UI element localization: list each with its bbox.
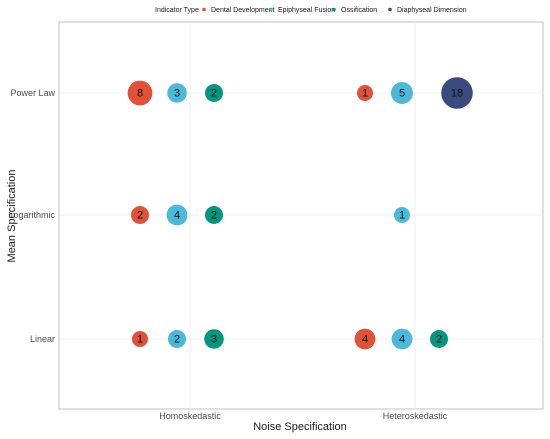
bubble-heteroskedastic-power-law-dental-development: 1 [357, 85, 373, 101]
bubble-label-homoskedastic-power-law-ossification: 2 [211, 88, 217, 100]
bubble-homoskedastic-linear-epiphyseal-fusion: 2 [168, 330, 186, 348]
bubble-label-heteroskedastic-linear-dental-development: 4 [362, 334, 368, 346]
bubble-homoskedastic-logarithmic-epiphyseal-fusion: 4 [166, 204, 188, 226]
bubble-label-homoskedastic-logarithmic-ossification: 2 [211, 210, 217, 222]
bubble-point-heteroskedastic-power-law-diaphyseal-dimension [441, 77, 473, 109]
bubble-point-homoskedastic-linear-epiphyseal-fusion [168, 330, 186, 348]
bubble-label-heteroskedastic-linear-ossification: 2 [436, 334, 442, 346]
bubble-heteroskedastic-linear-dental-development: 4 [354, 328, 376, 350]
y-tick-label-logarithmic: Logarithmic [8, 210, 55, 220]
bubble-homoskedastic-logarithmic-ossification: 2 [205, 206, 223, 224]
legend-label-dental-development: Dental Development [211, 7, 274, 14]
legend-item-dental-development: Dental Development [202, 7, 274, 14]
x-tick-label-heteroskedastic: Heteroskedastic [383, 411, 448, 421]
bubble-point-homoskedastic-linear-ossification [204, 329, 224, 349]
legend-swatch-epiphyseal-fusion [269, 7, 273, 12]
bubble-label-heteroskedastic-power-law-dental-development: 1 [362, 88, 368, 100]
bubble-point-homoskedastic-power-law-epiphyseal-fusion [167, 83, 187, 103]
x-axis-title: Noise Specification [253, 421, 347, 433]
legend-swatch-diaphyseal-dimension [388, 7, 392, 12]
bubble-heteroskedastic-logarithmic-epiphyseal-fusion: 1 [394, 207, 410, 223]
x-tick-label-homoskedastic: Homoskedastic [159, 411, 221, 421]
y-tick-label-power-law: Power Law [10, 88, 55, 98]
bubble-point-heteroskedastic-linear-epiphyseal-fusion [391, 328, 413, 350]
bubble-label-homoskedastic-logarithmic-dental-development: 2 [137, 210, 143, 222]
legend-item-ossification: Ossification [332, 7, 377, 14]
bubble-heteroskedastic-power-law-diaphyseal-dimension: 18 [441, 77, 473, 109]
x-axis-ticks: Homoskedastic Heteroskedastic [159, 411, 448, 421]
bubble-heteroskedastic-power-law-epiphyseal-fusion: 5 [391, 82, 413, 104]
y-axis-ticks: Linear Logarithmic Power Law [8, 88, 55, 344]
legend-label-diaphyseal-dimension: Diaphyseal Dimension [397, 7, 467, 14]
bubble-homoskedastic-power-law-epiphyseal-fusion: 3 [167, 83, 187, 103]
bubble-point-heteroskedastic-power-law-dental-development [357, 85, 373, 101]
bubble-homoskedastic-power-law-ossification: 2 [205, 84, 223, 102]
bubble-label-heteroskedastic-power-law-diaphyseal-dimension: 18 [451, 88, 463, 100]
legend-swatch-dental-development [202, 7, 206, 12]
bubble-point-homoskedastic-logarithmic-ossification [205, 206, 223, 224]
bubble-point-homoskedastic-logarithmic-dental-development [131, 206, 149, 224]
legend-item-epiphyseal-fusion: Epiphyseal Fusion [269, 7, 335, 14]
bubble-point-homoskedastic-power-law-dental-development [127, 80, 153, 106]
bubble-point-heteroskedastic-power-law-epiphyseal-fusion [391, 82, 413, 104]
legend-item-diaphyseal-dimension: Diaphyseal Dimension [388, 7, 467, 14]
y-tick-label-linear: Linear [30, 334, 55, 344]
bubbles: 8 3 2 1 5 18 2 4 2 1 1 2 3 4 4 2 [127, 77, 473, 350]
bubble-label-homoskedastic-linear-epiphyseal-fusion: 2 [174, 334, 180, 346]
bubble-label-heteroskedastic-power-law-epiphyseal-fusion: 5 [399, 88, 405, 100]
legend: Indicator Type Dental Development Epiphys… [155, 7, 467, 14]
legend-label-epiphyseal-fusion: Epiphyseal Fusion [278, 7, 335, 14]
bubble-point-heteroskedastic-linear-ossification [430, 330, 448, 348]
bubble-point-homoskedastic-logarithmic-epiphyseal-fusion [166, 204, 188, 226]
legend-label-ossification: Ossification [341, 7, 377, 14]
bubble-label-heteroskedastic-linear-epiphyseal-fusion: 4 [399, 334, 405, 346]
bubble-homoskedastic-linear-dental-development: 1 [132, 331, 148, 347]
bubble-homoskedastic-linear-ossification: 3 [204, 329, 224, 349]
bubble-homoskedastic-power-law-dental-development: 8 [127, 80, 153, 106]
bubble-label-homoskedastic-logarithmic-epiphyseal-fusion: 4 [174, 210, 180, 222]
bubble-label-homoskedastic-linear-dental-development: 1 [137, 334, 143, 346]
bubble-label-homoskedastic-linear-ossification: 3 [211, 334, 217, 346]
bubble-point-heteroskedastic-linear-dental-development [354, 328, 376, 350]
bubble-homoskedastic-logarithmic-dental-development: 2 [131, 206, 149, 224]
bubble-heteroskedastic-linear-epiphyseal-fusion: 4 [391, 328, 413, 350]
bubble-label-homoskedastic-power-law-dental-development: 8 [137, 88, 143, 100]
bubble-label-heteroskedastic-logarithmic-epiphyseal-fusion: 1 [399, 210, 405, 222]
bubble-point-heteroskedastic-logarithmic-epiphyseal-fusion [394, 207, 410, 223]
bubble-point-homoskedastic-linear-dental-development [132, 331, 148, 347]
y-axis-title: Mean Specification [6, 170, 18, 263]
legend-title: Indicator Type [155, 7, 199, 14]
bubble-heteroskedastic-linear-ossification: 2 [430, 330, 448, 348]
bubble-point-homoskedastic-power-law-ossification [205, 84, 223, 102]
bubble-label-homoskedastic-power-law-epiphyseal-fusion: 3 [174, 88, 180, 100]
legend-swatch-ossification [332, 7, 336, 12]
